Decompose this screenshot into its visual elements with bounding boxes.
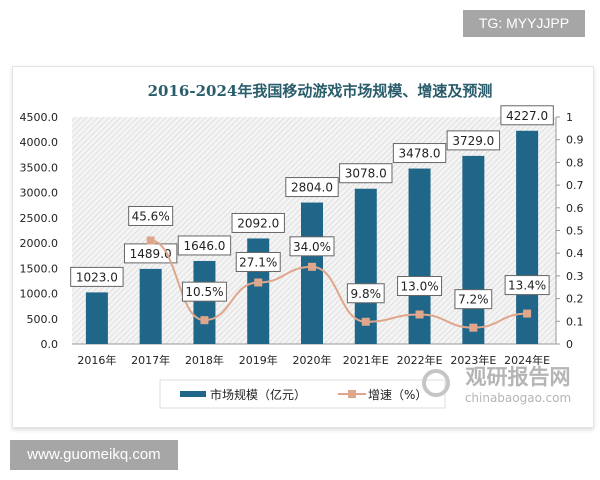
bar-label-box <box>177 235 232 256</box>
bar-label-box <box>231 212 285 233</box>
y-left-tick: 4000.0 <box>20 136 59 149</box>
y-right-tick: 0.3 <box>566 270 584 283</box>
bar-label: 4227.0 <box>506 109 548 123</box>
bar <box>85 292 108 344</box>
logo-icon <box>422 369 450 397</box>
growth-point <box>308 262 316 271</box>
x-tick: 2024年E <box>504 353 550 367</box>
x-tick: 2020年 <box>293 353 332 367</box>
y-right-tick: 0.7 <box>566 179 584 192</box>
growth-label-box <box>454 289 493 310</box>
bar-label: 1489.0 <box>130 247 172 261</box>
legend-bar-label: 市场规模（亿元） <box>210 387 306 402</box>
bar-label: 1646.0 <box>183 239 225 253</box>
bar <box>462 155 485 344</box>
logo-name: 观研报告网 <box>466 365 571 389</box>
y-left-tick: 2500.0 <box>20 212 59 225</box>
bar-label-box <box>392 143 447 164</box>
bar-label-box <box>339 163 393 184</box>
bar-label-box <box>500 105 554 126</box>
growth-label-box <box>181 281 227 302</box>
x-tick: 2019年 <box>239 353 278 367</box>
growth-label: 34.0% <box>293 240 331 254</box>
y-left-tick: 1500.0 <box>20 262 59 275</box>
growth-label: 10.5% <box>185 285 223 299</box>
growth-point <box>200 316 209 325</box>
x-tick: 2017年 <box>131 353 170 367</box>
bar <box>139 268 162 344</box>
y-left-tick: 0.0 <box>41 338 59 351</box>
y-left-tick: 2000.0 <box>20 237 59 250</box>
growth-label-box <box>235 251 281 272</box>
y-right-tick: 1 <box>566 111 573 124</box>
bar <box>301 202 323 344</box>
bar-label: 1023.0 <box>76 270 118 284</box>
growth-label: 27.1% <box>239 255 277 269</box>
bar-label-box <box>70 266 124 287</box>
growth-label: 13.4% <box>508 279 546 293</box>
legend-line-marker <box>348 390 356 398</box>
y-right-tick: 0.6 <box>566 202 584 215</box>
growth-label: 13.0% <box>400 279 438 293</box>
growth-point <box>254 278 263 287</box>
growth-label: 45.6% <box>132 209 170 223</box>
y-right-tick: 0.9 <box>566 134 584 147</box>
bar-label-box <box>285 177 339 198</box>
watermark-top: TG: MYYJJPP <box>463 10 585 37</box>
growth-point <box>523 309 532 318</box>
legend <box>159 379 446 409</box>
growth-point <box>469 323 478 332</box>
x-tick: 2022年E <box>397 353 443 367</box>
growth-label: 7.2% <box>458 293 489 307</box>
bar-label: 3078.0 <box>345 167 387 181</box>
y-left-tick: 3000.0 <box>20 187 59 200</box>
y-right-tick: 0 <box>566 338 573 351</box>
growth-label-box <box>289 236 335 257</box>
bar <box>193 260 216 344</box>
growth-label-box <box>397 275 443 296</box>
x-tick: 2023年E <box>450 353 496 367</box>
growth-label: 9.8% <box>351 287 382 301</box>
y-left-tick: 500.0 <box>27 313 59 326</box>
legend-bar-swatch <box>180 391 206 397</box>
bar-label: 2092.0 <box>237 216 279 230</box>
y-right-tick: 0.2 <box>566 293 584 306</box>
y-left-tick: 4500.0 <box>20 111 59 124</box>
growth-point <box>415 310 424 319</box>
x-tick: 2021年E <box>343 353 389 367</box>
y-right-tick: 0.5 <box>566 225 584 238</box>
y-right-tick: 0.1 <box>566 315 584 328</box>
legend-line-label: 增速（%） <box>368 388 427 402</box>
logo-url: chinabaogao.com <box>465 391 571 405</box>
y-right-tick: 0.8 <box>566 156 584 169</box>
bar-label: 2804.0 <box>291 181 333 195</box>
bar-label: 3729.0 <box>452 134 494 148</box>
growth-label-box <box>128 205 174 226</box>
x-tick: 2018年 <box>185 353 224 367</box>
chart-title: 2016-2024年我国移动游戏市场规模、增速及预测 <box>148 82 493 100</box>
y-right-tick: 0.4 <box>566 247 584 260</box>
growth-label-box <box>504 275 550 296</box>
bar-label: 3478.0 <box>399 147 441 161</box>
y-left-tick: 3500.0 <box>20 161 59 174</box>
growth-point <box>361 317 370 326</box>
growth-point <box>146 236 155 245</box>
bar <box>408 168 431 344</box>
growth-label-box <box>346 283 385 304</box>
bar-label-box <box>446 130 501 151</box>
bar <box>354 188 377 344</box>
y-left-tick: 1000.0 <box>20 288 59 301</box>
watermark-bottom: www.guomeikq.com <box>10 440 178 470</box>
x-tick: 2016年 <box>77 353 116 367</box>
